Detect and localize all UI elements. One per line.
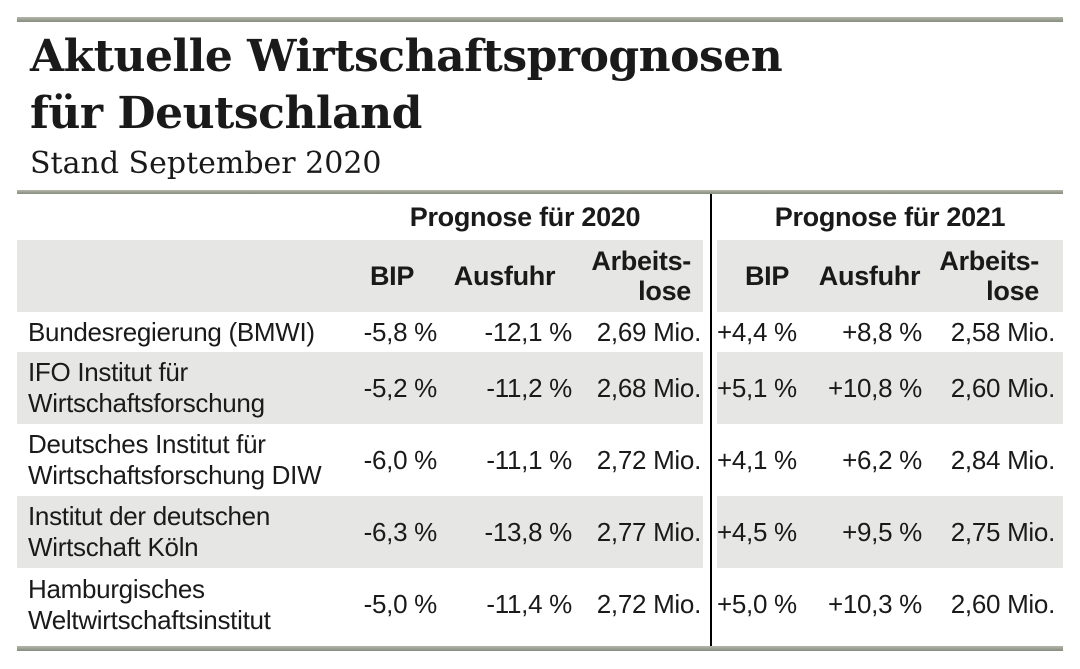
institution-label: Institut der deutschen Wirtschaft Köln bbox=[28, 501, 270, 562]
column-header-spacer bbox=[17, 240, 347, 312]
institution-label: Hamburgisches Weltwirtschaftsinstitut bbox=[28, 573, 271, 635]
institution-label: Bundesregierung (BMWI) bbox=[28, 316, 315, 347]
bip-2020-value: -5,0 % bbox=[363, 589, 438, 619]
row-left-half: Bundesregierung (BMWI) -5,8 % -12,1 % 2,… bbox=[17, 312, 703, 352]
bip-2021-value: +5,0 % bbox=[717, 589, 797, 619]
forecast-table: Prognose für 2020 Prognose für 2021 BIP … bbox=[17, 194, 1063, 641]
arbeitslose-2021-value: 2,75 Mio. bbox=[950, 516, 1056, 547]
row-left-half: Institut der deutschen Wirtschaft Köln -… bbox=[17, 496, 703, 568]
row-right-half: +4,4 % +8,8 % 2,58 Mio. bbox=[717, 312, 1063, 352]
bip-2021-value: +5,1 % bbox=[717, 372, 797, 403]
page-title-line2: für Deutschland bbox=[30, 88, 422, 139]
group-header-2020: Prognose für 2020 bbox=[409, 201, 641, 232]
ausfuhr-2021-value: +9,5 % bbox=[842, 516, 922, 547]
bip-2020-value: -6,0 % bbox=[363, 444, 438, 475]
arbeitslose-2021-value: 2,60 Mio. bbox=[950, 372, 1056, 403]
arbeitslose-line2: lose bbox=[638, 276, 691, 306]
arbeitslose-line2: lose bbox=[986, 276, 1039, 306]
arbeitslose-2020-value: 2,69 Mio. bbox=[596, 316, 702, 347]
institution-label: Deutsches Institut für Wirtschaftsforsch… bbox=[28, 429, 322, 490]
arbeitslose-2021-value: 2,58 Mio. bbox=[950, 316, 1056, 347]
ausfuhr-2020-value: -11,2 % bbox=[486, 372, 572, 403]
row-left-half: Deutsches Institut für Wirtschaftsforsch… bbox=[17, 424, 703, 496]
arbeitslose-line1: Arbeits- bbox=[939, 246, 1039, 276]
ausfuhr-2020-value: -11,4 % bbox=[486, 589, 572, 619]
mid-rule bbox=[17, 190, 1063, 194]
arbeitslose-2021-value: 2,60 Mio. bbox=[950, 589, 1056, 619]
ausfuhr-2021-value: +8,8 % bbox=[842, 316, 922, 347]
row-right-half: +5,1 % +10,8 % 2,60 Mio. bbox=[717, 352, 1063, 424]
row-left-half: IFO Institut für Wirtschaftsforschung -5… bbox=[17, 352, 703, 424]
column-group-divider bbox=[710, 194, 712, 650]
group-header-2021: Prognose für 2021 bbox=[774, 201, 1006, 232]
row-right-half: +4,1 % +6,2 % 2,84 Mio. bbox=[717, 424, 1063, 496]
bottom-rule bbox=[17, 646, 1063, 651]
group-header-left: Prognose für 2020 bbox=[17, 194, 703, 240]
ausfuhr-2021-value: +6,2 % bbox=[842, 444, 922, 475]
table-row: Hamburgisches Weltwirtschaftsinstitut -5… bbox=[17, 568, 1063, 641]
bip-2020-value: -5,2 % bbox=[363, 372, 438, 403]
page-title-line1: Aktuelle Wirtschaftsprognosen bbox=[30, 31, 783, 82]
table-row: Bundesregierung (BMWI) -5,8 % -12,1 % 2,… bbox=[17, 312, 1063, 352]
column-header-row: BIP Ausfuhr Arbeits- lose BIP Ausfuhr Ar… bbox=[17, 240, 1063, 312]
column-headers-2020: BIP Ausfuhr Arbeits- lose bbox=[17, 240, 703, 312]
col-header-arbeitslose-2021: Arbeits- lose bbox=[922, 240, 1063, 312]
col-header-ausfuhr-2020: Ausfuhr bbox=[453, 260, 556, 291]
bip-2021-value: +4,4 % bbox=[717, 316, 797, 347]
bip-2020-value: -6,3 % bbox=[363, 516, 438, 547]
page-title: Aktuelle Wirtschaftsprognosen für Deutsc… bbox=[30, 28, 783, 142]
subtitle: Stand September 2020 bbox=[30, 146, 382, 181]
arbeitslose-line1: Arbeits- bbox=[591, 246, 691, 276]
table-row: Deutsches Institut für Wirtschaftsforsch… bbox=[17, 424, 1063, 496]
bip-2021-value: +4,1 % bbox=[717, 444, 797, 475]
table-row: IFO Institut für Wirtschaftsforschung -5… bbox=[17, 352, 1063, 424]
title-block: Aktuelle Wirtschaftsprognosen für Deutsc… bbox=[30, 28, 783, 182]
bip-2020-value: -5,8 % bbox=[363, 316, 438, 347]
group-header-right: Prognose für 2021 bbox=[717, 194, 1063, 240]
arbeitslose-2020-value: 2,77 Mio. bbox=[596, 516, 702, 547]
column-headers-2021: BIP Ausfuhr Arbeits- lose bbox=[717, 240, 1063, 312]
col-header-ausfuhr-2021: Ausfuhr bbox=[818, 260, 921, 291]
arbeitslose-2020-value: 2,68 Mio. bbox=[596, 372, 702, 403]
ausfuhr-2020-value: -12,1 % bbox=[484, 316, 572, 347]
arbeitslose-2021-value: 2,84 Mio. bbox=[950, 444, 1056, 475]
col-header-bip-2020: BIP bbox=[369, 260, 415, 291]
group-header-row: Prognose für 2020 Prognose für 2021 bbox=[17, 194, 1063, 240]
row-left-half: Hamburgisches Weltwirtschaftsinstitut -5… bbox=[17, 568, 703, 641]
institution-label: IFO Institut für Wirtschaftsforschung bbox=[28, 357, 265, 418]
row-right-half: +4,5 % +9,5 % 2,75 Mio. bbox=[717, 496, 1063, 568]
arbeitslose-2020-value: 2,72 Mio. bbox=[596, 444, 702, 475]
col-header-arbeitslose-2020: Arbeits- lose bbox=[572, 240, 703, 312]
ausfuhr-2020-value: -11,1 % bbox=[486, 444, 572, 475]
bip-2021-value: +4,5 % bbox=[717, 516, 797, 547]
row-right-half: +5,0 % +10,3 % 2,60 Mio. bbox=[717, 568, 1063, 641]
ausfuhr-2021-value: +10,3 % bbox=[827, 589, 922, 619]
ausfuhr-2020-value: -13,8 % bbox=[484, 516, 572, 547]
top-rule bbox=[17, 17, 1063, 22]
col-header-bip-2021: BIP bbox=[744, 260, 790, 291]
ausfuhr-2021-value: +10,8 % bbox=[827, 372, 922, 403]
arbeitslose-2020-value: 2,72 Mio. bbox=[596, 589, 702, 619]
table-row: Institut der deutschen Wirtschaft Köln -… bbox=[17, 496, 1063, 568]
